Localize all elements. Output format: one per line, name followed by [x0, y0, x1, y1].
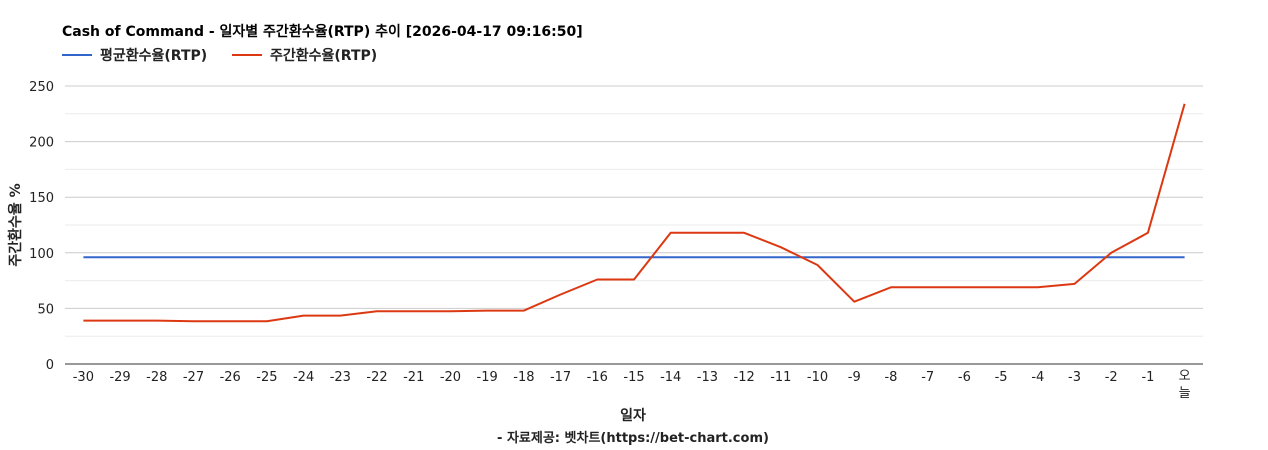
x-tick-label: -25 [256, 370, 277, 385]
x-tick-label: -30 [73, 370, 94, 385]
y-tick-label: 250 [29, 80, 54, 95]
x-axis-ticks: -30 -29 -28 -27 -26 -25 -24 -23 -22 -21 -20 -19 -18 -… [73, 369, 1191, 401]
y-tick-label: 50 [37, 302, 54, 317]
x-tick-label: -20 [440, 370, 461, 385]
source-footer: - 자료제공: 벳차트(https://bet-chart.com) [497, 430, 769, 446]
x-tick-label: -4 [1031, 370, 1044, 385]
x-tick-label: -3 [1068, 370, 1081, 385]
x-tick-label: -17 [550, 370, 571, 385]
x-tick-label: -12 [734, 370, 755, 385]
x-tick-label: -23 [330, 370, 351, 385]
y-tick-label: 0 [46, 358, 54, 373]
y-axis-ticks: 0 50 100 150 200 250 [29, 80, 54, 373]
y-tick-label: 200 [29, 136, 54, 151]
x-tick-label: -13 [697, 370, 718, 385]
y-axis-title: 주간환수율 % [7, 183, 24, 266]
x-tick-label: -24 [293, 370, 314, 385]
y-tick-label: 150 [29, 191, 54, 206]
x-axis-title: 일자 [620, 408, 646, 424]
legend[interactable]: 평균환수율(RTP) 주간환수율(RTP) [62, 47, 377, 64]
chart-title: Cash of Command - 일자별 주간환수율(RTP) 추이 [202… [62, 23, 583, 40]
x-tick-label: -27 [183, 370, 204, 385]
x-tick-label: -21 [403, 370, 424, 385]
x-tick-label: -5 [995, 370, 1008, 385]
x-tick-label: -8 [884, 370, 897, 385]
series-lines [83, 103, 1186, 323]
x-tick-label: -16 [587, 370, 608, 385]
x-tick-label: -11 [770, 370, 791, 385]
legend-label-weekly-rtp: 주간환수율(RTP) [270, 47, 377, 64]
x-tick-label: -28 [146, 370, 167, 385]
x-tick-label: -6 [958, 370, 971, 385]
x-tick-label: -9 [848, 370, 861, 385]
legend-label-average-rtp: 평균환수율(RTP) [100, 47, 207, 64]
x-tick-label: -26 [220, 370, 241, 385]
x-tick-label: -15 [623, 370, 644, 385]
x-tick-label: -29 [109, 370, 130, 385]
x-tick-label: -18 [513, 370, 534, 385]
x-tick-label: -22 [366, 370, 387, 385]
x-tick-label: -19 [477, 370, 498, 385]
series-line-weekly-rtp [83, 103, 1186, 323]
x-tick-label: -1 [1141, 370, 1154, 385]
x-tick-label: -7 [921, 370, 934, 385]
x-tick-label: -2 [1105, 370, 1118, 385]
x-tick-label: -14 [660, 370, 681, 385]
grid-lines [65, 85, 1203, 337]
y-tick-label: 100 [29, 247, 54, 262]
x-tick-label: -10 [807, 370, 828, 385]
